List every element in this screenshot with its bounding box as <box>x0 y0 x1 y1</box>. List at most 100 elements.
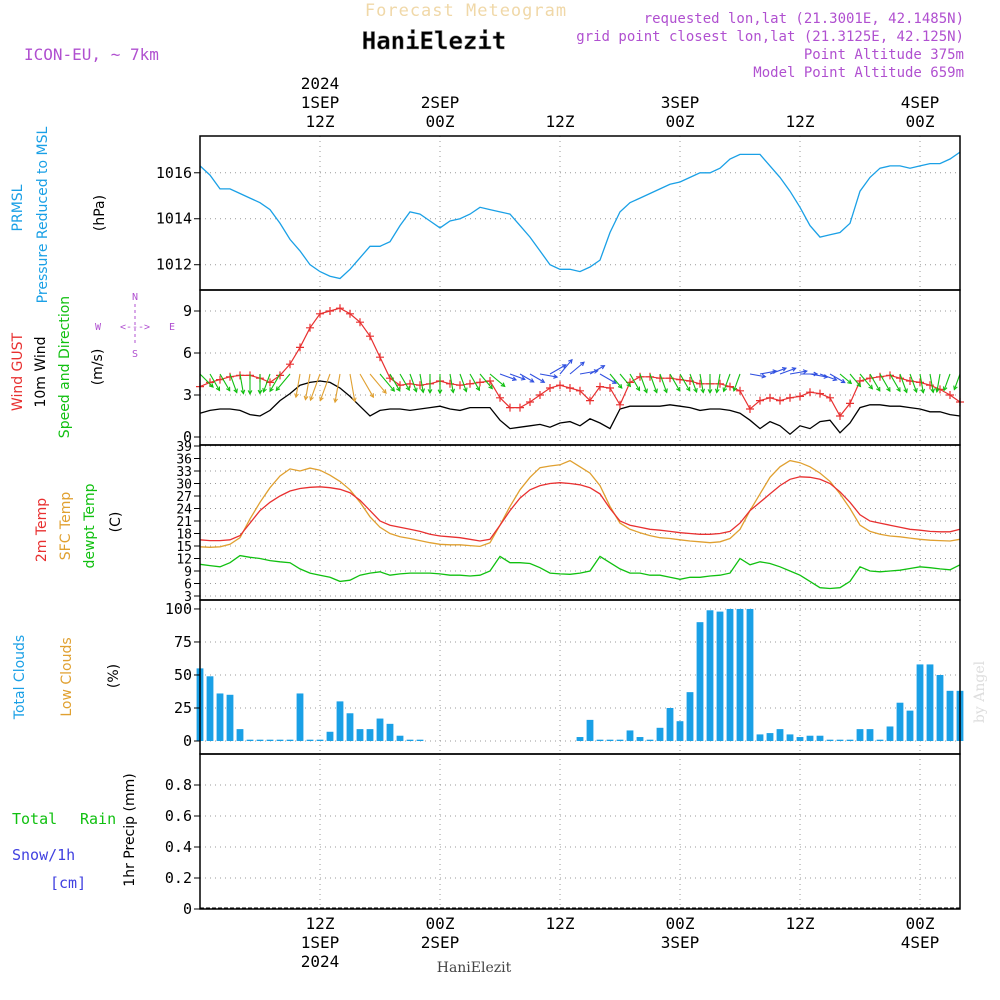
bottom-time-label: 12Z <box>546 914 575 933</box>
wind-arrow-head <box>303 395 309 401</box>
wind-arrow <box>209 373 220 391</box>
wind-arrow-head <box>529 378 535 383</box>
y-tick-label: 25 <box>174 699 192 717</box>
model-label: ICON-EU, ~ 7km <box>24 45 159 64</box>
y-tick-label: 6 <box>184 578 192 593</box>
cloud-bar <box>736 608 744 741</box>
cloud-bar <box>706 610 714 741</box>
wind-arrow-head <box>832 376 838 382</box>
cloud-bar <box>666 707 674 741</box>
wind-arrow-head <box>856 382 862 388</box>
wind-arrow-head <box>579 361 585 367</box>
wind-arrow-head <box>240 389 246 395</box>
wind-arrow-head <box>333 398 338 404</box>
bottom-time-label: 3SEP <box>661 933 700 952</box>
wind-arrow <box>609 373 623 389</box>
top-time-label: 2024 <box>301 74 340 93</box>
wind-gust-line <box>199 307 961 418</box>
wind-panel <box>196 304 964 436</box>
wind-arrow-head <box>920 388 926 394</box>
wind-arrow-head <box>262 387 267 393</box>
wind-arrow <box>723 373 731 392</box>
faded-title: Forecast Meteogram <box>365 1 567 21</box>
wind-arrow-head <box>791 367 797 372</box>
y-tick-label: 3 <box>184 590 192 605</box>
wind-arrow-head <box>420 388 426 394</box>
clouds-label-unit: (%) <box>106 664 122 688</box>
wind-arrow <box>549 364 567 375</box>
gust-marker <box>466 379 474 388</box>
gust-marker <box>926 381 934 390</box>
precip-label-unit: 1hr Precip (mm) <box>122 773 138 886</box>
gust-marker <box>696 379 704 388</box>
y-tick-label: 1014 <box>156 210 192 228</box>
wind-arrow-head <box>685 386 691 392</box>
cloud-bar <box>256 739 264 741</box>
wind-arrow <box>229 373 238 393</box>
precip-label-cm: [cm] <box>50 874 86 892</box>
wind-arrow-head <box>802 369 808 374</box>
gust-marker <box>826 393 834 402</box>
wind-arrow <box>349 373 356 402</box>
wind-arrow-head <box>693 388 698 394</box>
info-gridpoint: grid point closest lon,lat (21.3125E, 42… <box>576 29 964 45</box>
wind-arrow <box>849 373 861 387</box>
gust-marker <box>356 318 364 327</box>
cloud-bar <box>216 693 224 741</box>
wind-arrow <box>559 359 573 375</box>
cloud-bar <box>756 734 764 741</box>
wind-arrow-head <box>876 386 881 392</box>
wind-arrow-head <box>896 387 901 393</box>
temperature-panel <box>199 459 961 590</box>
wind-arrow-head <box>269 387 274 393</box>
wind-arrow-head <box>903 388 908 394</box>
gust-marker <box>886 371 894 380</box>
wind-arrow <box>359 373 374 398</box>
bottom-time-label: 00Z <box>906 914 935 933</box>
wind-arrow-head <box>840 378 846 384</box>
y-tick-label: 30 <box>176 478 192 493</box>
y-tick-label: 6 <box>183 344 192 362</box>
gust-marker <box>546 384 554 392</box>
temp-label-dewpt: dewpt Temp <box>82 483 98 568</box>
gust-marker <box>766 393 774 402</box>
cloud-bar <box>836 739 844 741</box>
cloud-bar <box>796 737 804 741</box>
wind-arrow-head <box>319 396 324 402</box>
pressure-label-unit: (hPa) <box>92 195 108 231</box>
cloud-bar <box>306 739 314 741</box>
cloud-bar <box>336 701 344 741</box>
gust-marker <box>586 396 594 405</box>
cloud-bar <box>686 692 694 741</box>
wind-arrow-head <box>732 386 738 392</box>
top-time-label: 3SEP <box>661 93 700 112</box>
clouds-label-low: Low Clouds <box>59 637 75 716</box>
wind-arrow-head <box>626 382 632 388</box>
wind-arrow-head <box>233 388 238 394</box>
wind-arrow-head <box>540 378 546 383</box>
cloud-bar <box>926 664 934 741</box>
temp-label-unit: (C) <box>108 512 124 533</box>
cloud-bar <box>386 723 394 741</box>
wind-arrow <box>779 367 796 375</box>
cloud-bar <box>776 729 784 741</box>
wind-arrow-head <box>886 387 891 393</box>
wind-arrow-head <box>396 386 401 392</box>
wind-arrow <box>409 373 417 392</box>
wind-arrow <box>389 373 401 392</box>
gust-marker <box>836 412 844 420</box>
top-time-label: 12Z <box>306 112 335 131</box>
gust-marker <box>456 381 464 390</box>
wind-arrow <box>819 373 837 381</box>
cloud-bar <box>626 730 634 741</box>
wind-arrow-head <box>369 393 374 399</box>
bottom-time-label: 2024 <box>301 952 340 971</box>
gust-marker <box>506 403 514 412</box>
panel-frame <box>199 289 961 446</box>
cloud-bar <box>816 735 824 741</box>
wind-arrow <box>459 373 467 392</box>
wind-arrow-head <box>247 390 253 396</box>
info-requested: requested lon,lat (21.3001E, 42.1485N) <box>644 11 964 27</box>
cloud-bar <box>806 735 814 741</box>
gust-marker <box>916 378 924 387</box>
